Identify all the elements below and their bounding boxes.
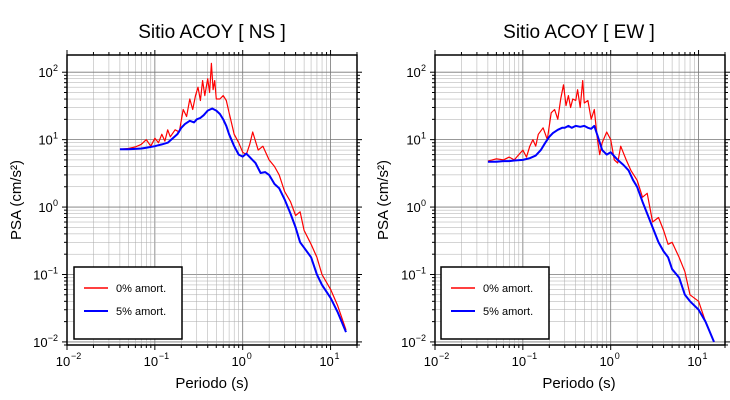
chart-panel-ew: Sitio ACOY [ EW ] 10 −2 10 −1 10 0 10 1−210−110… [375, 22, 730, 392]
y-tick-label: 10 [38, 200, 52, 215]
x-tick-label-exponent: −2 [71, 351, 81, 361]
y-tick-label-exponent: 2 [53, 63, 58, 73]
y-tick-label: 10 [401, 335, 415, 350]
x-tick-label-exponent: 1 [335, 351, 340, 361]
y-tick-label-exponent: 1 [53, 131, 58, 141]
x-tick-label-exponent: 1 [703, 351, 708, 361]
y-tick-label-exponent: 2 [421, 63, 426, 73]
x-axis-label: Periodo (s) [175, 375, 248, 392]
legend-box [73, 266, 183, 340]
x-tick-label: 10 [144, 354, 158, 369]
y-axis-label: PSA (cm/s²) [375, 160, 392, 240]
y-tick-label-exponent: −2 [416, 333, 426, 343]
chart-title: Sitio ACOY [ EW ] [503, 22, 655, 43]
x-tick-label-exponent: −1 [527, 351, 537, 361]
legend-label-1: 5% amort. [116, 306, 166, 318]
grid [435, 55, 725, 346]
y-tick-label: 10 [38, 133, 52, 148]
x-tick-label: 10 [56, 354, 70, 369]
y-tick-label: 10 [33, 335, 47, 350]
y-axis-label: PSA (cm/s²) [8, 160, 25, 240]
y-tick-label: 10 [406, 200, 420, 215]
legend: 0% amort. 5% amort. [440, 266, 550, 340]
x-tick-label: 10 [687, 354, 701, 369]
legend-label-1: 5% amort. [483, 306, 533, 318]
y-tick-label-exponent: −1 [48, 265, 58, 275]
legend-label-0: 0% amort. [483, 283, 533, 295]
y-tick-label: 10 [33, 267, 47, 282]
x-tick-label-exponent: 0 [615, 351, 620, 361]
series-line-0 [119, 62, 347, 331]
plot-frame [434, 54, 726, 346]
y-tick-label-exponent: 1 [421, 131, 426, 141]
chart-panel-ns: Sitio ACOY [ NS ] 10 −2 10 −1 10 0 10 1−210−110… [8, 22, 362, 392]
series-line-0 [487, 79, 715, 343]
y-tick-label: 10 [406, 65, 420, 80]
series-line-1 [119, 107, 347, 333]
y-tick-label-exponent: 0 [421, 198, 426, 208]
x-tick-label: 10 [424, 354, 438, 369]
x-tick-label: 10 [319, 354, 333, 369]
series-line-1 [487, 124, 715, 343]
x-tick-label: 10 [599, 354, 613, 369]
x-tick-label-exponent: −2 [439, 351, 449, 361]
y-tick-label-exponent: −2 [48, 333, 58, 343]
y-tick-label: 10 [38, 65, 52, 80]
legend: 0% amort. 5% amort. [73, 266, 183, 340]
x-tick-label-exponent: 0 [247, 351, 252, 361]
x-tick-label: 10 [512, 354, 526, 369]
legend-label-0: 0% amort. [116, 283, 166, 295]
legend-box [440, 266, 550, 340]
x-axis-label: Periodo (s) [542, 375, 615, 392]
x-tick-label: 10 [231, 354, 245, 369]
y-tick-label-exponent: −1 [416, 265, 426, 275]
y-tick-label-exponent: 0 [53, 198, 58, 208]
plot-frame [66, 54, 358, 346]
y-tick-label: 10 [406, 133, 420, 148]
chart-title: Sitio ACOY [ NS ] [138, 22, 285, 43]
y-tick-label: 10 [401, 267, 415, 282]
x-tick-label-exponent: −1 [159, 351, 169, 361]
